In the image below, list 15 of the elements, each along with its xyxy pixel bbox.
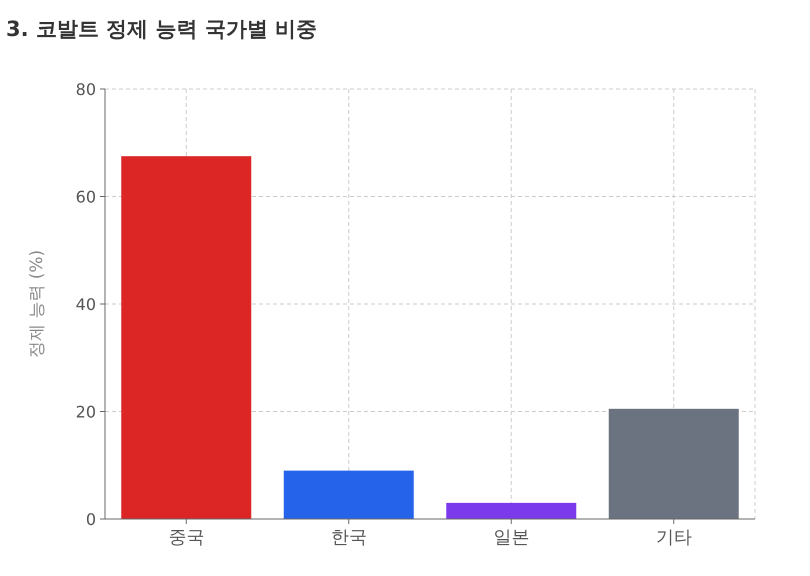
x-tick-label: 중국 (168, 527, 204, 548)
bar (608, 408, 739, 519)
x-tick-label: 일본 (493, 527, 530, 548)
bar (446, 502, 576, 519)
bar (284, 470, 414, 519)
y-tick-label: 40 (76, 295, 96, 314)
y-tick-label: 60 (76, 188, 96, 206)
y-tick-label: 20 (76, 402, 96, 422)
x-tick-label: 한국 (330, 527, 367, 548)
bar (121, 156, 252, 519)
y-tick-label: 0 (86, 510, 96, 529)
y-axis-title: 정제 능력 (%) (27, 250, 47, 358)
x-tick-label: 기타 (656, 527, 692, 548)
chart-title: 3. 코발트 정제 능력 국가별 비중 (6, 17, 318, 41)
y-tick-label: 80 (76, 80, 96, 99)
